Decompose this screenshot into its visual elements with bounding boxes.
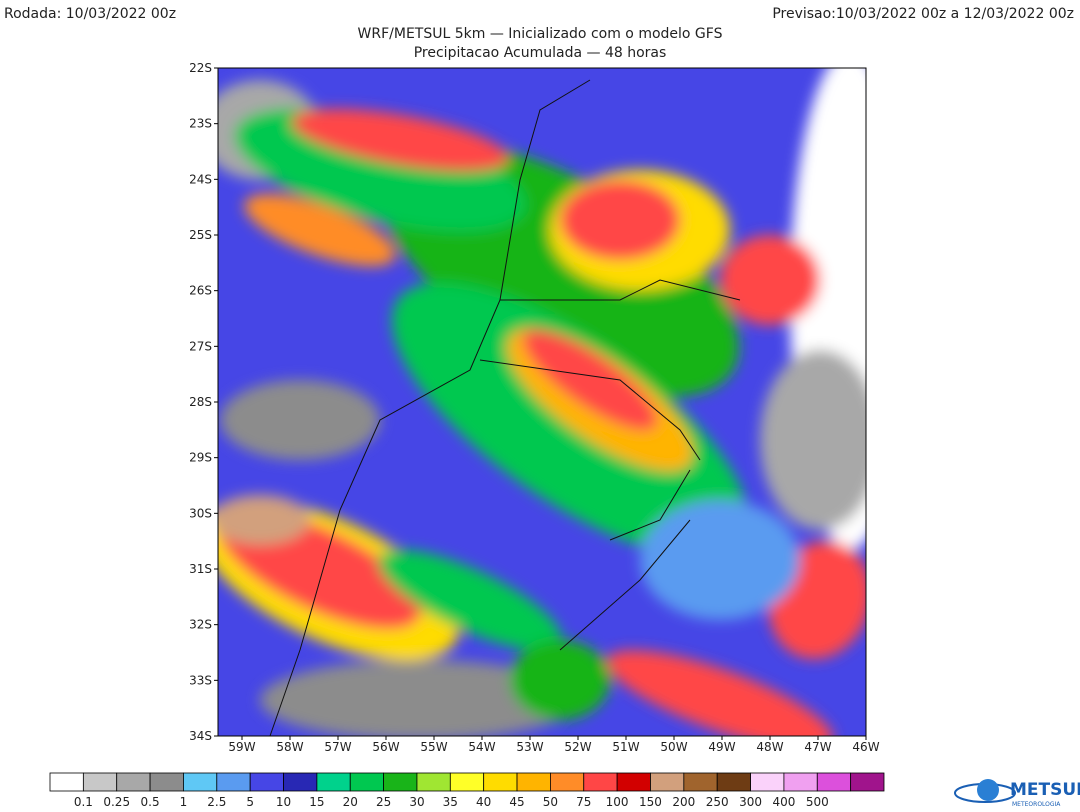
colorbar-box [583,772,618,792]
colorbar-box [750,772,785,792]
lon-label: 59W [228,740,255,754]
lon-label: 54W [468,740,495,754]
colorbar-box [82,772,118,792]
colorbar-label: 2.5 [207,795,226,809]
lon-label: 48W [756,740,783,754]
colorbar-label: 0.25 [103,795,130,809]
colorbar-label: 300 [739,795,762,809]
colorbar-label: 150 [639,795,662,809]
lat-label: 33S [189,673,212,687]
colorbar-label: 250 [706,795,729,809]
precip-field [218,68,866,736]
colorbar-box [416,772,451,792]
colorbar-box [316,772,351,792]
subtitle: Precipitacao Acumulada — 48 horas [414,45,667,61]
colorbar-label: 500 [806,795,829,809]
lat-label: 24S [189,172,212,186]
lat-label: 27S [189,339,212,353]
colorbar-box [449,772,485,792]
lon-label: 52W [564,740,591,754]
colorbar-label: 25 [376,795,391,809]
forecast-label: Previsao:10/03/2022 00z a 12/03/2022 00z [772,6,1074,22]
colorbar-box [149,772,184,792]
colorbar-box [383,772,418,792]
colorbar-label: 1 [180,795,188,809]
lon-label: 58W [276,740,303,754]
lat-label: 29S [189,451,212,465]
colorbar-label: 45 [509,795,524,809]
lat-label: 28S [189,395,212,409]
lon-label: 57W [324,740,351,754]
colorbar-label: 35 [443,795,458,809]
lon-label: 49W [708,740,735,754]
lon-label: 46W [852,740,879,754]
colorbar-label: 5 [246,795,254,809]
colorbar-label: 0.5 [141,795,160,809]
colorbar-box [783,772,818,792]
lat-label: 34S [189,729,212,743]
colorbar-label: 10 [276,795,291,809]
colorbar-box [850,772,885,792]
colorbar-label: 100 [606,795,629,809]
title: WRF/METSUL 5km — Inicializado com o mode… [358,26,723,42]
colorbar-box [216,772,251,792]
colorbar-label: 0.1 [74,795,93,809]
colorbar-box [550,772,585,792]
colorbar-box [249,772,284,792]
logo-name: METSUL [1010,780,1080,800]
colorbar-label: 200 [672,795,695,809]
lon-label: 51W [612,740,639,754]
lat-label: 26S [189,284,212,298]
colorbar-box [283,772,318,792]
colorbar-box [650,772,685,792]
colorbar-box [616,772,651,792]
lat-label: 23S [189,117,212,131]
lon-label: 50W [660,740,687,754]
lat-label: 30S [189,506,212,520]
lon-label: 53W [516,740,543,754]
logo: METSUL METEOROLOGIA [954,779,1080,808]
colorbar-box [116,772,151,792]
colorbar-box [483,772,518,792]
lat-label: 25S [189,228,212,242]
logo-tagline: METEOROLOGIA [1012,801,1061,808]
colorbar-label: 15 [309,795,324,809]
lon-label: 55W [420,740,447,754]
colorbar-box [49,772,84,792]
colorbar-box [816,772,852,792]
colorbar-box [183,772,218,792]
lat-label: 31S [189,562,212,576]
colorbar-box [516,772,551,792]
colorbar-label: 400 [772,795,795,809]
lon-label: 56W [372,740,399,754]
run-label: Rodada: 10/03/2022 00z [4,6,176,22]
colorbar-label: 30 [409,795,424,809]
lat-label: 32S [189,618,212,632]
colorbar-box [349,772,384,792]
colorbar-label: 50 [543,795,558,809]
colorbar-label: 75 [576,795,591,809]
colorbar-box [716,772,751,792]
colorbar-label: 40 [476,795,491,809]
colorbar-box [683,772,718,792]
lon-label: 47W [804,740,831,754]
lat-label: 22S [189,61,212,75]
colorbar-label: 20 [343,795,358,809]
